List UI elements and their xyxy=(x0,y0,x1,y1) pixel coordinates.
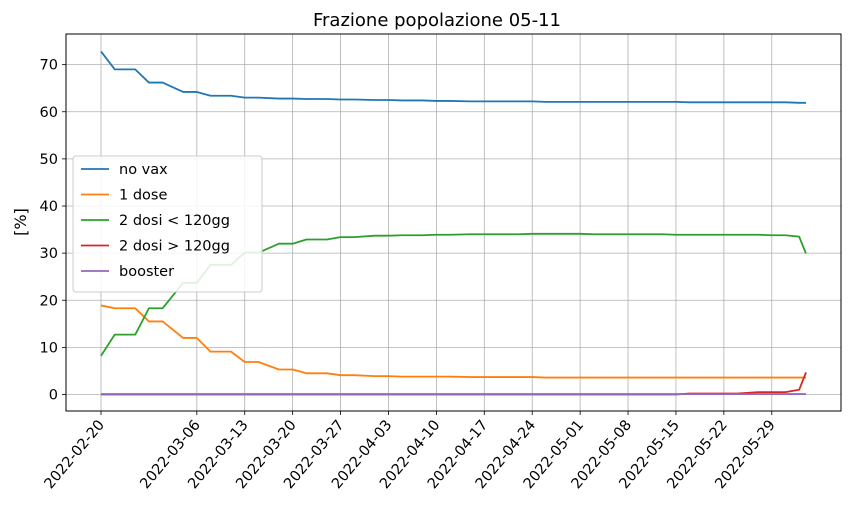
y-tick-label: 10 xyxy=(40,340,58,356)
y-tick-label: 70 xyxy=(40,58,58,74)
y-axis-label: [%] xyxy=(11,208,30,236)
y-tick-label: 60 xyxy=(40,105,58,121)
legend-entry: 2 dosi > 120gg xyxy=(119,239,230,255)
legend-entry: 1 dose xyxy=(119,188,167,204)
y-axis: 0 10 20 30 40 50 60 70 xyxy=(40,58,66,404)
y-tick-label: 50 xyxy=(40,152,58,168)
chart-title: Frazione popolazione 05-11 xyxy=(313,10,561,31)
series-line-1 xyxy=(100,304,806,379)
legend-box xyxy=(72,155,263,293)
y-tick-label: 30 xyxy=(40,246,58,262)
y-tick-label: 0 xyxy=(49,388,58,404)
legend-entry: 2 dosi < 120gg xyxy=(119,213,230,229)
legend-entry: booster xyxy=(119,264,174,280)
legend: no vax 1 dose 2 dosi < 120gg 2 dosi > 120gg… xyxy=(72,155,263,293)
plot-frame xyxy=(65,33,842,412)
y-tick-label: 40 xyxy=(40,199,58,215)
series-line-3 xyxy=(101,372,807,396)
x-tick-label: 2022-02-20 xyxy=(42,417,108,492)
legend-entry: no vax xyxy=(119,162,168,178)
series-line-0 xyxy=(100,50,806,104)
y-tick-label: 20 xyxy=(40,293,58,309)
x-axis: 2022-02-20 2022-03-062022-03-132022-03-20… xyxy=(42,411,779,492)
